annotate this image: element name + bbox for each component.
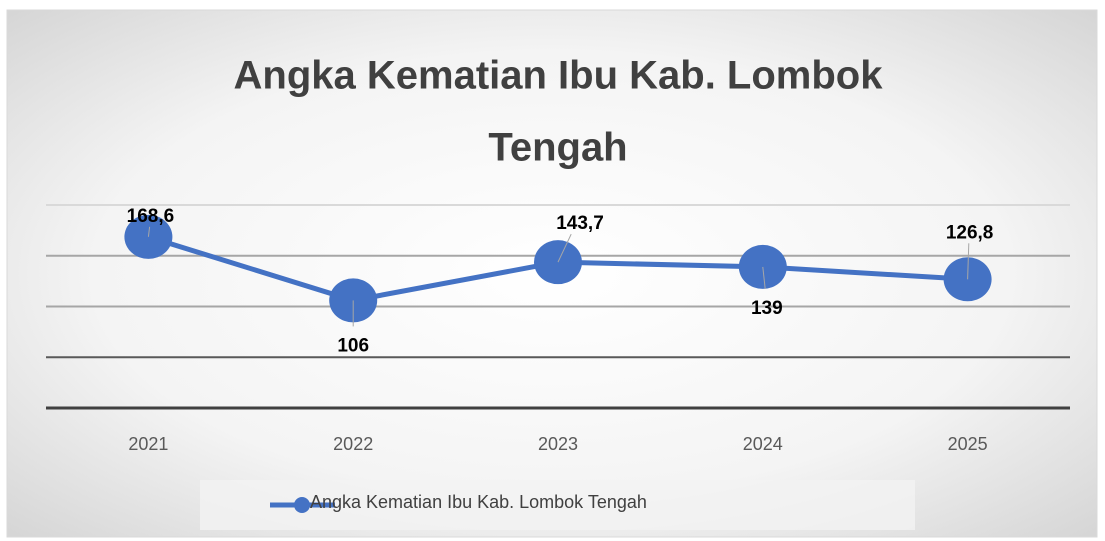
chart-title: Tengah bbox=[488, 126, 627, 170]
leader-line bbox=[762, 266, 766, 289]
data-label: 143,7 bbox=[556, 213, 604, 234]
data-label: 126,8 bbox=[946, 222, 994, 243]
data-label: 168,6 bbox=[127, 206, 175, 227]
legend-label: Angka Kematian Ibu Kab. Lombok Tengah bbox=[310, 492, 647, 512]
data-label: 139 bbox=[751, 298, 783, 319]
x-tick-label: 2022 bbox=[333, 434, 373, 454]
legend-marker bbox=[294, 497, 310, 513]
chart-title: Angka Kematian Ibu Kab. Lombok bbox=[234, 54, 884, 98]
x-tick-label: 2024 bbox=[743, 434, 783, 454]
x-tick-label: 2021 bbox=[128, 434, 168, 454]
leader-line bbox=[147, 226, 151, 237]
x-tick-label: 2025 bbox=[948, 434, 988, 454]
x-tick-label: 2023 bbox=[538, 434, 578, 454]
data-label: 106 bbox=[337, 335, 369, 356]
leader-line bbox=[557, 233, 572, 263]
leader-line bbox=[967, 243, 970, 280]
